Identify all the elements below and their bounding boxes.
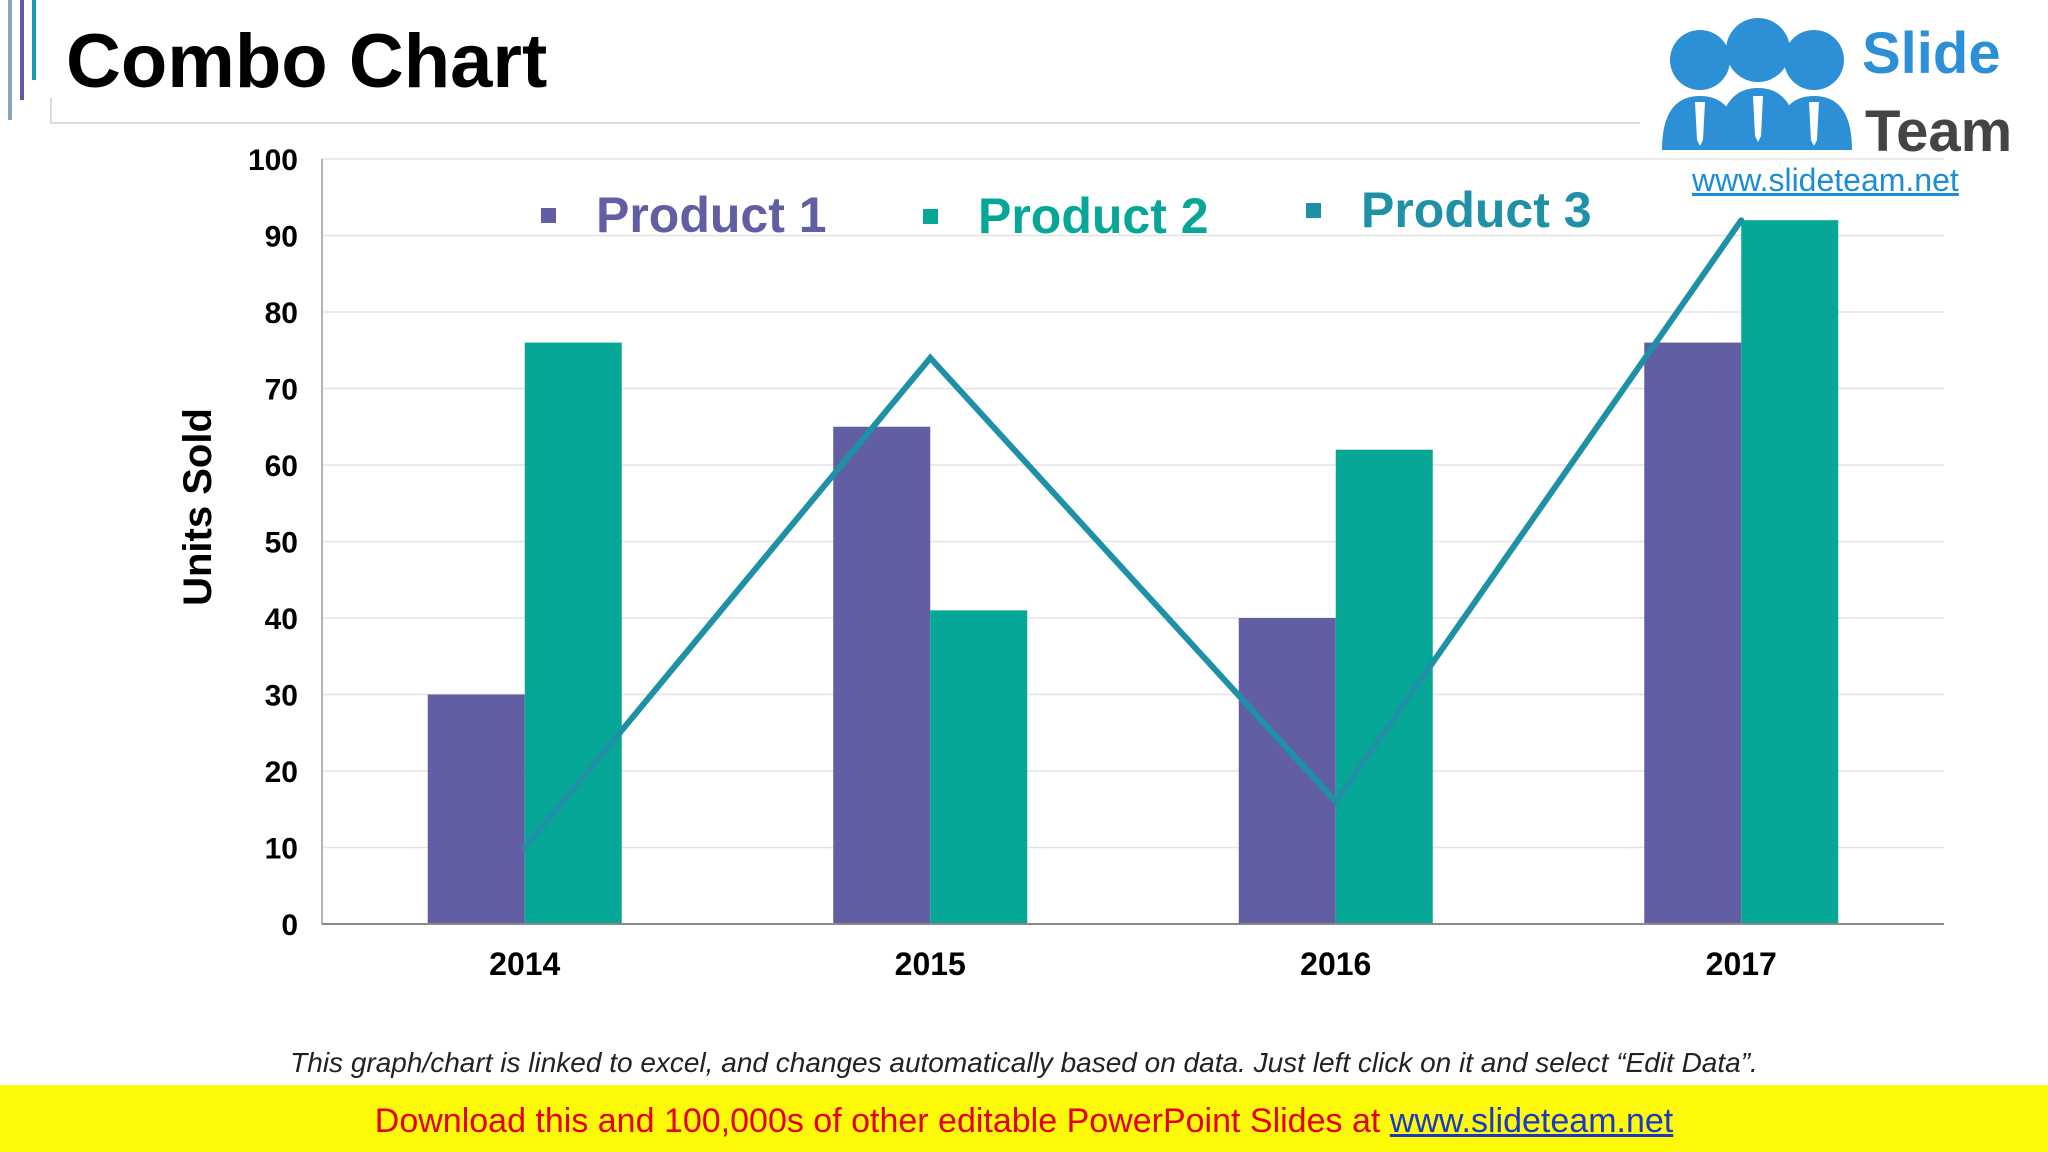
logo-word-team: Team [1865,99,2013,164]
legend-swatch-product-1 [541,207,556,223]
y-tick-label: 20 [265,756,298,789]
chart-caption: This graph/chart is linked to excel, and… [290,1047,1758,1078]
x-tick-labels: 2014 2015 2016 2017 [489,946,1777,982]
line-point [1332,798,1339,805]
y-tick-label: 30 [265,680,298,713]
bar [427,694,525,924]
logo-url-link[interactable]: www.slideteam.net [1692,162,1959,198]
legend-item-product-3[interactable]: Product 3 [1306,181,1592,239]
y-tick-label: 70 [265,374,298,407]
line-point [1738,217,1745,224]
accent-bar-3 [32,0,36,80]
legend-item-product-1[interactable]: Product 1 [541,186,827,244]
bar [1238,618,1336,924]
legend-label-product-3: Product 3 [1361,182,1592,238]
download-banner[interactable]: Download this and 100,000s of other edit… [0,1085,2048,1152]
bar [930,610,1028,924]
title-divider [50,122,1640,124]
y-tick-label: 40 [265,603,298,636]
line-point [521,844,528,851]
title-divider-tick [50,98,52,124]
y-tick-label: 100 [248,144,298,177]
y-axis-title: Units Sold [176,408,220,606]
people-group-icon [1662,18,1852,150]
chart-axes [321,159,1944,925]
bar [1741,220,1839,924]
bar [524,342,622,925]
y-tick-label: 60 [265,450,298,483]
y-tick-label: 10 [265,833,298,866]
banner-text: Download this and 100,000s of other edit… [375,1102,1673,1141]
banner-message: Download this and 100,000s of other edit… [374,1102,1390,1140]
banner-link[interactable]: www.slideteam.net [1389,1102,1674,1140]
accent-bar-1 [8,0,12,120]
legend-label-product-1: Product 1 [596,187,827,243]
logo-word-slide: Slide [1862,21,2001,86]
legend-item-product-2[interactable]: Product 2 [923,187,1209,245]
slideteam-logo[interactable]: Slide Team www.slideteam.net [1640,0,2048,210]
y-tick-label: 80 [265,297,298,330]
legend-swatch-product-2 [923,208,938,224]
y-tick-label: 50 [265,527,298,560]
page-title: Combo Chart [66,19,548,104]
x-tick-label: 2016 [1300,946,1371,982]
x-tick-label: 2014 [489,946,560,982]
line-point [927,354,934,361]
y-tick-label: 0 [281,909,298,942]
x-tick-label: 2015 [895,946,966,982]
y-tick-labels: 0 10 20 30 40 50 60 70 80 90 100 [248,144,298,942]
y-tick-label: 90 [265,221,298,254]
x-tick-label: 2017 [1706,946,1777,982]
bar [833,426,931,924]
legend-label-product-2: Product 2 [978,188,1209,244]
bar-series [427,220,1839,925]
accent-bar-2 [20,0,24,100]
line-series-path [522,218,1744,850]
legend-swatch-product-3 [1306,202,1321,218]
bar [1644,342,1742,925]
line-series [521,217,1745,851]
